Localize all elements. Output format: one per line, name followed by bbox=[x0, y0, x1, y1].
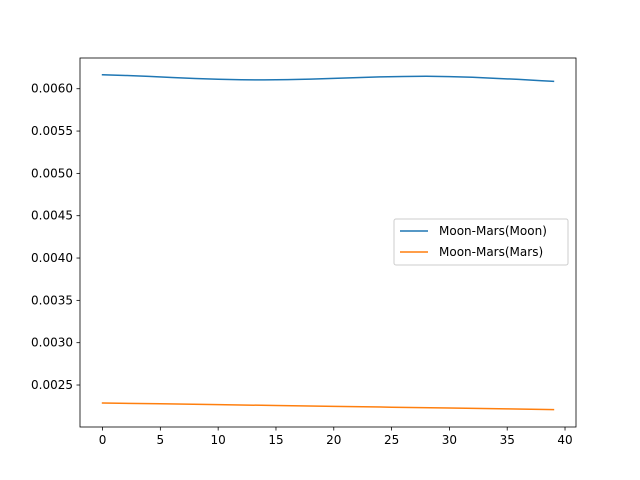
y-tick-label: 0.0040 bbox=[31, 251, 73, 265]
x-tick-label: 20 bbox=[326, 433, 341, 447]
series-layer bbox=[101, 73, 555, 411]
x-tick-label: 10 bbox=[211, 433, 226, 447]
y-tick-label: 0.0060 bbox=[31, 82, 73, 96]
series-line-0 bbox=[101, 73, 555, 83]
axes-layer: 0 5 10 15 20 25 30 35 40 0.0025 0.0030 0.0035 0.0040… bbox=[31, 57, 577, 447]
x-tick-label: 5 bbox=[157, 433, 165, 447]
axes-frame bbox=[79, 57, 577, 428]
x-tick-label: 40 bbox=[557, 433, 572, 447]
legend: Moon-Mars(Moon) Moon-Mars(Mars) bbox=[393, 218, 569, 266]
legend-label-1: Moon-Mars(Mars) bbox=[439, 245, 543, 259]
y-tick-label: 0.0050 bbox=[31, 166, 73, 180]
y-tick-label: 0.0045 bbox=[31, 209, 73, 223]
x-tick-label: 25 bbox=[384, 433, 399, 447]
legend-label-0: Moon-Mars(Moon) bbox=[439, 224, 547, 238]
x-tick-label: 30 bbox=[442, 433, 457, 447]
y-tick-label: 0.0025 bbox=[31, 378, 73, 392]
y-tick-label: 0.0035 bbox=[31, 293, 73, 307]
x-tick-label: 0 bbox=[99, 433, 107, 447]
series-line-1 bbox=[101, 402, 555, 411]
legend-box bbox=[393, 218, 569, 266]
y-tick-label: 0.0055 bbox=[31, 124, 73, 138]
x-tick-label: 35 bbox=[500, 433, 515, 447]
y-tick-label: 0.0030 bbox=[31, 336, 73, 350]
x-tick-label: 15 bbox=[268, 433, 283, 447]
